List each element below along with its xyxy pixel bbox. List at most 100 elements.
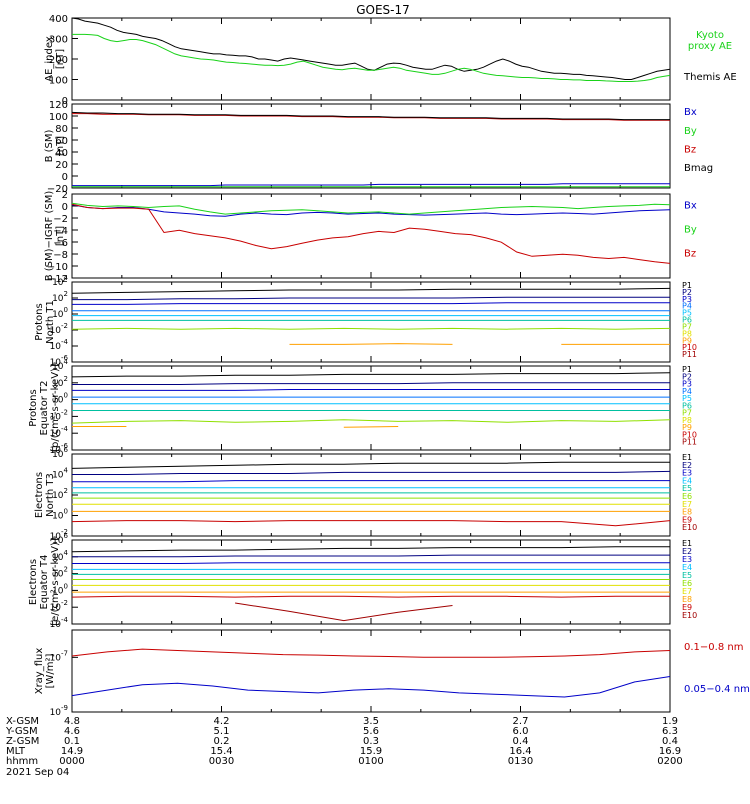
legend-item: E6 xyxy=(682,492,692,501)
y-axis-label: B (SM)−IGRF (SM) xyxy=(44,191,55,282)
legend-item: E5 xyxy=(682,484,692,493)
series-line-e1 xyxy=(71,546,670,553)
footer-value: 0000 xyxy=(59,756,84,767)
y-tick-label-base: 10 xyxy=(50,412,62,422)
footer-value: 2.7 xyxy=(513,716,529,727)
y-tick-label: 20 xyxy=(55,160,68,171)
y-tick-label-base: 10 xyxy=(50,603,62,613)
y-tick-label-exponent: 2 xyxy=(64,487,68,495)
y-tick-label: 100 xyxy=(49,76,68,87)
legend-item: E6 xyxy=(682,579,692,588)
legend-item: P7 xyxy=(682,409,692,418)
legend-item: P9 xyxy=(682,336,692,345)
footer-value: 4.8 xyxy=(64,716,80,727)
legend-item: E7 xyxy=(682,587,692,596)
y-tick-label-exponent: 2 xyxy=(64,290,68,298)
y-tick-label: 80 xyxy=(55,124,68,135)
legend-item: E1 xyxy=(682,539,692,548)
legend-item: Kyoto xyxy=(696,30,724,41)
y-tick-label: 10-2 xyxy=(50,322,68,336)
legend-item: E9 xyxy=(682,515,692,524)
y-tick-label: 102 xyxy=(52,375,68,389)
y-tick-label-base: 10 xyxy=(52,310,64,320)
legend-item: E9 xyxy=(682,603,692,612)
y-tick-label-exponent: -6 xyxy=(61,442,69,450)
y-tick-label: 10-9 xyxy=(50,704,68,718)
y-tick-label: 100 xyxy=(52,508,68,522)
y-tick-label-base: 10 xyxy=(52,471,64,481)
series-line-e3 xyxy=(72,562,670,564)
footer-row-label: X-GSM xyxy=(6,716,39,727)
y-tick-label-base: 10 xyxy=(50,620,62,630)
y-tick-label: 104 xyxy=(52,549,68,563)
legend-item: 0.05−0.4 nm xyxy=(684,684,750,695)
legend-item: E10 xyxy=(682,611,697,620)
legend-item: P4 xyxy=(682,302,692,311)
y-tick-label: 10-6 xyxy=(50,442,69,456)
y-tick-label: −12 xyxy=(47,274,68,285)
y-tick-label: 100 xyxy=(52,392,68,406)
legend-item: P4 xyxy=(682,387,692,396)
legend-item: P2 xyxy=(682,288,692,297)
y-tick-label-exponent: 4 xyxy=(64,549,69,557)
panel-frame xyxy=(71,539,671,625)
legend-item: By xyxy=(684,224,697,235)
series-line-e2 xyxy=(72,470,671,475)
footer-row-label: hhmm xyxy=(6,756,38,767)
legend-item: E4 xyxy=(682,476,692,485)
y-tick-label: 2 xyxy=(62,190,68,201)
y-tick-label-base: 10 xyxy=(52,450,64,460)
legend-item: By xyxy=(684,126,697,137)
footer-row-label: MLT xyxy=(6,746,26,757)
y-tick-label-exponent: 2 xyxy=(64,375,68,383)
y-tick-label: −8 xyxy=(53,250,68,261)
y-tick-label: 10-4 xyxy=(50,425,69,439)
y-tick-label: 106 xyxy=(52,532,68,546)
y-tick-label: 0 xyxy=(62,96,68,107)
y-tick-label: 10-6 xyxy=(50,354,69,368)
y-axis-label: Xray_flux xyxy=(34,648,45,695)
series-line-e2 xyxy=(72,554,670,558)
series-line-p2 xyxy=(72,296,670,301)
y-tick-label: 10-7 xyxy=(50,649,68,663)
y-tick-label-base: 10 xyxy=(50,532,62,542)
footer-value: 0.2 xyxy=(214,736,230,747)
y-tick-label-exponent: 4 xyxy=(64,358,69,366)
y-tick-label: −20 xyxy=(47,184,68,195)
legend-item: P11 xyxy=(682,438,697,447)
panel-bigrf: 20−2−4−6−8−10−12B (SM)−IGRF (SM) [nT] Bx By… xyxy=(44,190,697,285)
y-tick-label-exponent: -7 xyxy=(61,649,68,657)
legend-item: P2 xyxy=(682,372,692,381)
y-tick-label: 0 xyxy=(62,172,68,183)
y-tick-label-base: 10 xyxy=(50,446,62,456)
footer-value: 15.9 xyxy=(360,746,382,757)
y-tick-label-exponent: 6 xyxy=(64,532,69,540)
y-tick-label-exponent: -4 xyxy=(61,616,69,624)
y-axis-label: Electrons xyxy=(28,559,39,605)
y-tick-label: 104 xyxy=(52,274,68,288)
legend-item: E8 xyxy=(682,508,692,517)
y-tick-label: 104 xyxy=(52,467,68,481)
y-tick-label-exponent: -2 xyxy=(61,599,68,607)
series-line-kyoto-proxy-ae xyxy=(72,33,671,82)
legend-item: P6 xyxy=(682,316,692,325)
legend-item: E5 xyxy=(682,571,692,580)
series-line-p2 xyxy=(72,382,670,385)
footer-value: 3.5 xyxy=(363,716,379,727)
series-line-p7 xyxy=(71,419,671,424)
legend-item: Bx xyxy=(684,107,697,118)
y-axis-label: [nT] xyxy=(55,136,66,156)
footer-value: 16.9 xyxy=(659,746,681,757)
y-tick-label: 100 xyxy=(52,582,68,596)
